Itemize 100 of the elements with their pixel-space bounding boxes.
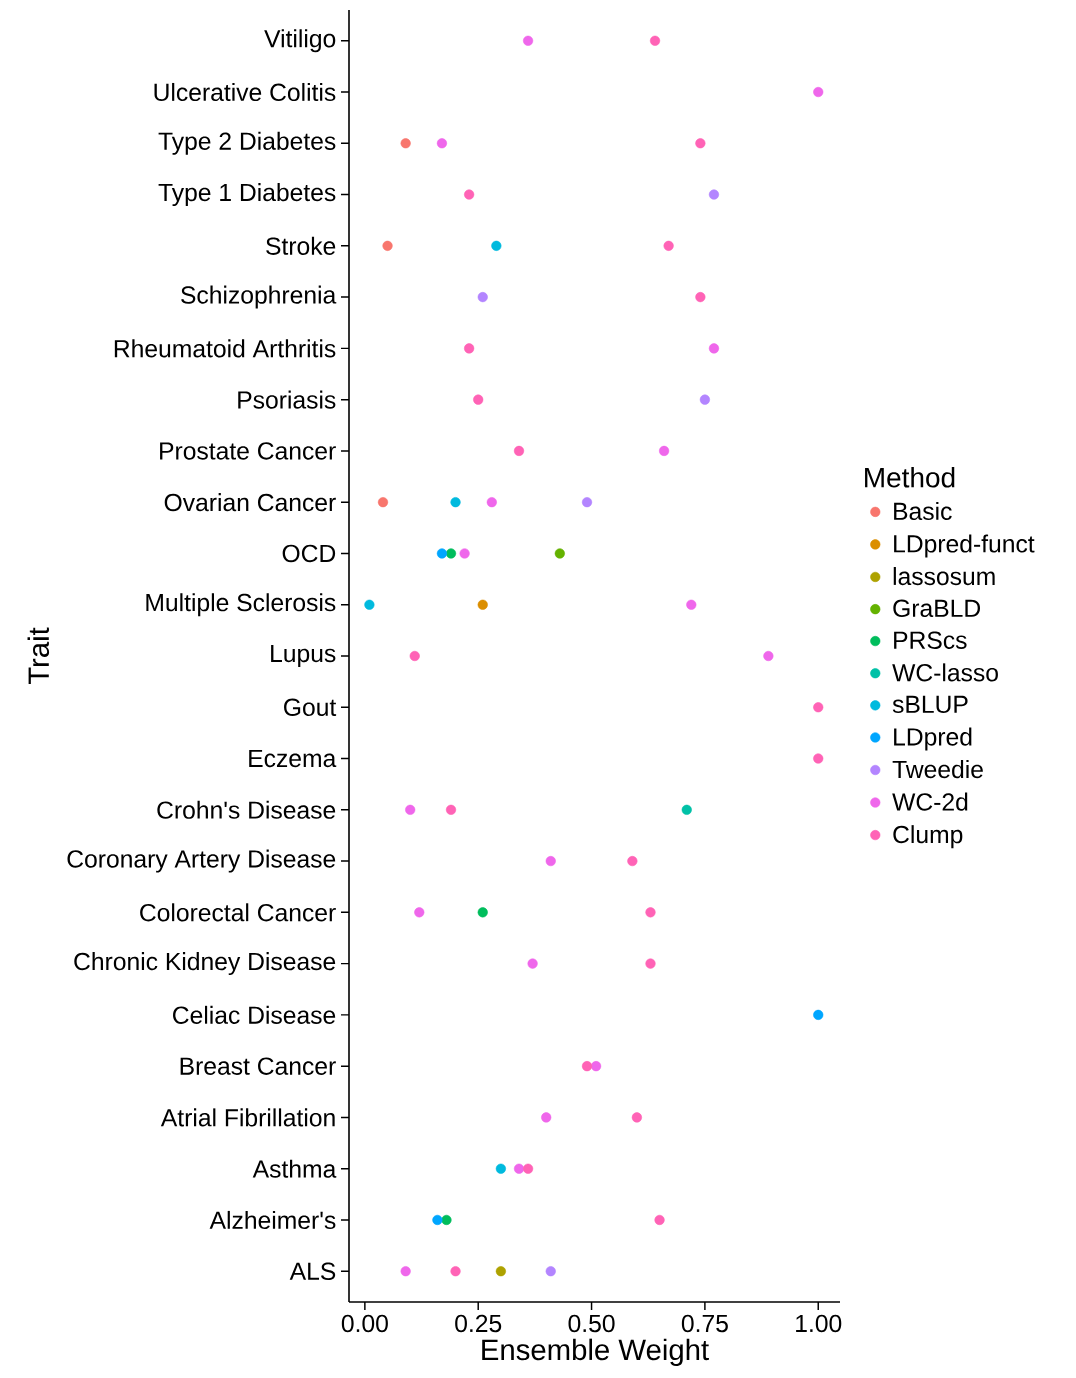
point [513,445,525,456]
y-tick-label: Ovarian Cancer [164,493,336,512]
point [591,1061,602,1072]
point [581,497,593,508]
point [405,804,416,815]
point [459,548,470,559]
x-tick-label: 0.50 [568,1314,615,1333]
point [813,86,824,98]
y-tick-label: Lupus [271,644,336,668]
legend-label: Basic [894,501,952,521]
point [763,650,774,662]
x-tick-label: 0.00 [341,1314,388,1333]
point [450,497,461,508]
point [495,1266,506,1277]
y-tick-label: Schizophrenia [181,285,337,309]
legend-label: Tweedie [892,760,983,779]
point [432,1214,443,1226]
y-tick-label: Ulcerative Colitis [154,82,336,102]
point [445,548,457,559]
x-tick-label: 1.00 [796,1314,842,1333]
y-tick-label: Chronic Kidney Disease [74,952,336,976]
point [695,138,706,149]
point [813,753,824,764]
point [681,804,692,815]
y-tick-label: Type 1 Diabetes [158,183,336,207]
point [523,35,534,46]
legend-label: LDpred-funct [894,534,1035,558]
y-tick-label: OCD [282,544,336,563]
point [645,958,656,969]
y-tick-label: Gout [284,698,337,717]
legend-label: lassosum [893,567,995,586]
point [495,1163,506,1174]
legend-label: Clump [893,825,963,849]
point [464,343,475,354]
y-tick-label: Crohn's Disease [157,800,336,819]
point [486,497,497,508]
y-tick-label: Coronary Artery Disease [67,849,336,873]
point [436,138,448,149]
point [654,1214,665,1226]
y-axis-title: Trait [27,627,50,685]
legend-label: WC-2d [892,792,968,811]
point [445,804,457,815]
y-tick-label: Multiple Sclerosis [146,593,336,617]
point [699,394,710,405]
x-tick-label: 0.75 [681,1314,728,1333]
point [477,907,488,918]
point [377,497,389,508]
point [364,599,375,610]
point [627,856,638,867]
point [450,1266,461,1277]
x-axis-title: Ensemble Weight [482,1338,709,1366]
legend-label: PRScs [894,631,967,649]
point [527,958,538,969]
y-tick-label: Stroke [266,236,336,255]
y-tick-label: Celiac Disease [173,1005,336,1024]
point [400,1266,411,1277]
y-tick-label: Breast Cancer [180,1057,336,1075]
point [581,1061,593,1072]
legend-label: GraBLD [893,599,981,618]
point [464,189,475,200]
y-tick-label: Psoriasis [238,390,336,409]
point [473,394,484,405]
point [686,599,697,610]
point [645,907,656,918]
point [541,1112,552,1123]
y-tick-label: ALS [289,1262,336,1280]
x-tick-label: 0.25 [455,1314,502,1333]
y-tick-label: Rheumatoid Arthritis [114,339,336,358]
y-tick-label: Vitiligo [264,29,336,53]
point [708,343,720,354]
point [382,240,393,251]
point [477,292,488,303]
point [441,1214,452,1226]
point [477,599,488,610]
point [659,445,670,456]
point [631,1112,642,1123]
y-tick-label: Eczema [249,749,337,768]
y-tick-label: Prostate Cancer [160,442,336,460]
legend-label: sBLUP [892,695,968,714]
point [708,189,720,200]
point [695,292,706,303]
y-tick-label: Asthma [252,1159,337,1178]
legend-label: LDpred [894,727,972,751]
point [400,138,411,149]
point [523,1163,534,1174]
point [491,240,502,251]
point [554,548,565,559]
y-tick-label: Atrial Fibrillation [160,1108,335,1127]
y-tick-label: Type 2 Diabetes [158,131,336,155]
point [813,702,824,713]
point [414,907,425,918]
point [409,650,420,662]
point [436,548,448,559]
point [513,1163,525,1174]
point [545,856,556,867]
point [649,35,661,46]
y-tick-label: Alzheimer's [209,1210,336,1230]
point [545,1266,556,1277]
legend-label: WC-lasso [892,663,998,682]
point [663,240,674,251]
